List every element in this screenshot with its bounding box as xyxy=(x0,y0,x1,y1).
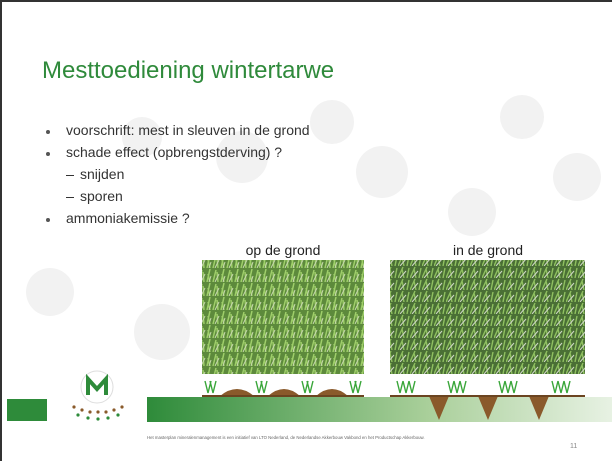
bullet-text: schade effect (opbrengstderving) ? xyxy=(66,144,283,160)
bullet-marker xyxy=(46,152,50,156)
image-caption: op de grond xyxy=(245,242,321,258)
bullet-text: voorschrift: mest in sleuven in de grond xyxy=(66,122,310,138)
sub-bullet-text: sporen xyxy=(80,188,123,204)
page-number: 11 xyxy=(570,443,578,450)
sub-bullet-text: snijden xyxy=(80,166,125,182)
sub-bullet-marker xyxy=(66,175,74,176)
slide-title: Mesttoediening wintertarwe xyxy=(42,57,335,84)
bullet-text: ammoniakemissie ? xyxy=(66,210,190,226)
footer: Het masterplan mineralenmanagement is ee… xyxy=(147,435,425,440)
bullet-marker xyxy=(46,218,50,222)
image-caption: in de grond xyxy=(452,242,524,258)
bullet-marker xyxy=(46,130,50,134)
logo xyxy=(72,370,124,421)
sub-bullet-marker xyxy=(66,197,74,198)
